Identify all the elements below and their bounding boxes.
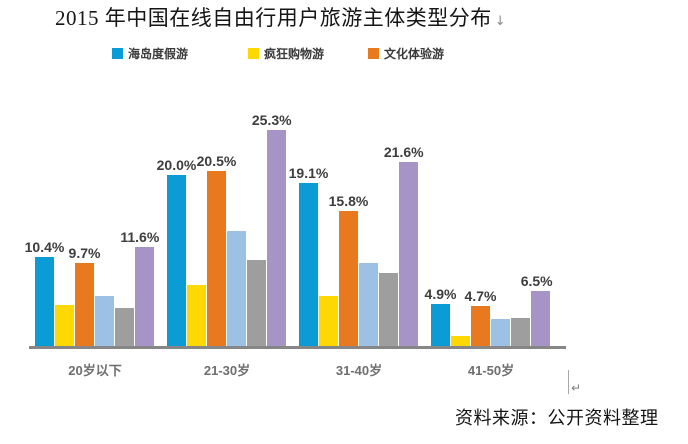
bar: 6.5%	[521, 273, 553, 346]
legend-swatch-icon	[248, 48, 259, 59]
legend-swatch-icon	[112, 48, 123, 59]
bar	[511, 318, 530, 346]
bar-value-label: 25.3%	[251, 112, 292, 128]
source-note: 资料来源：公开资料整理	[455, 408, 659, 428]
bar: 11.6%	[120, 229, 159, 346]
bar-chart-plot-area: 10.4% 9.7% 11.6% 20.0% 20.5% 25.3% 19.1% 15.8% 2…	[25, 95, 566, 349]
bar	[359, 263, 378, 346]
bar-value-label: 19.1%	[288, 165, 329, 181]
bar-value-label: 20.0%	[156, 157, 197, 173]
legend-item-label: 文化体验游	[384, 47, 445, 61]
bar-group: 10.4% 9.7% 11.6%	[25, 229, 159, 346]
bar	[95, 296, 114, 346]
bar	[55, 305, 74, 346]
bar: 4.7%	[465, 288, 496, 346]
bar-value-label: 4.9%	[424, 286, 457, 302]
bar: 10.4%	[25, 239, 64, 346]
bar-group: 4.9% 4.7% 6.5%	[425, 273, 553, 346]
bar-value-label: 6.5%	[520, 273, 553, 289]
legend-item-label: 疯狂购物游	[264, 47, 325, 61]
x-axis-line	[29, 346, 566, 349]
bar	[247, 260, 266, 346]
paragraph-mark-icon: ↵	[571, 381, 582, 395]
chart-legend: 海岛度假游 疯狂购物游 文化体验游	[0, 45, 688, 61]
chart-title-text: 2015 年中国在线自由行用户旅游主体类型分布	[55, 6, 492, 30]
bar	[187, 285, 206, 346]
bar: 19.1%	[289, 165, 328, 346]
bar	[379, 273, 398, 346]
bar-value-label: 20.5%	[196, 153, 237, 169]
bar-value-label: 9.7%	[68, 245, 101, 261]
x-axis-category-label: 21-30岁	[203, 363, 251, 378]
bar: 4.9%	[425, 286, 456, 346]
bar-group: 19.1% 15.8% 21.6%	[289, 144, 424, 346]
bar	[451, 336, 470, 346]
x-axis-category-label: 20岁以下	[68, 363, 122, 378]
bar: 9.7%	[69, 245, 100, 346]
bar-group: 20.0% 20.5% 25.3%	[157, 112, 292, 346]
bar-value-label: 11.6%	[120, 229, 160, 245]
legend-item-label: 海岛度假游	[128, 47, 189, 61]
bar-value-label: 10.4%	[24, 239, 65, 255]
text-cursor	[568, 370, 569, 394]
bar: 20.0%	[157, 157, 196, 346]
bar-value-label: 21.6%	[383, 144, 424, 160]
bar: 20.5%	[197, 153, 236, 346]
bar	[115, 308, 134, 346]
legend-item: 疯狂购物游	[248, 45, 324, 62]
bar	[227, 231, 246, 346]
bar	[491, 319, 510, 346]
bar: 21.6%	[384, 144, 424, 346]
chart-title: 2015 年中国在线自由行用户旅游主体类型分布 ↓	[55, 2, 506, 32]
bar	[319, 296, 338, 346]
x-axis-category-label: 41-50岁	[467, 363, 515, 378]
bar: 25.3%	[252, 112, 292, 346]
legend-item: 海岛度假游	[112, 45, 188, 62]
legend-swatch-icon	[368, 48, 379, 59]
bar: 15.8%	[329, 193, 368, 346]
legend-item: 文化体验游	[368, 45, 444, 62]
bar-value-label: 4.7%	[464, 288, 497, 304]
x-axis-category-label: 31-40岁	[335, 363, 383, 378]
x-axis-labels: 20岁以下 21-30岁 31-40岁 41-50岁	[0, 360, 688, 378]
paragraph-mark-icon: ↓	[494, 14, 507, 29]
bar-value-label: 15.8%	[328, 193, 369, 209]
